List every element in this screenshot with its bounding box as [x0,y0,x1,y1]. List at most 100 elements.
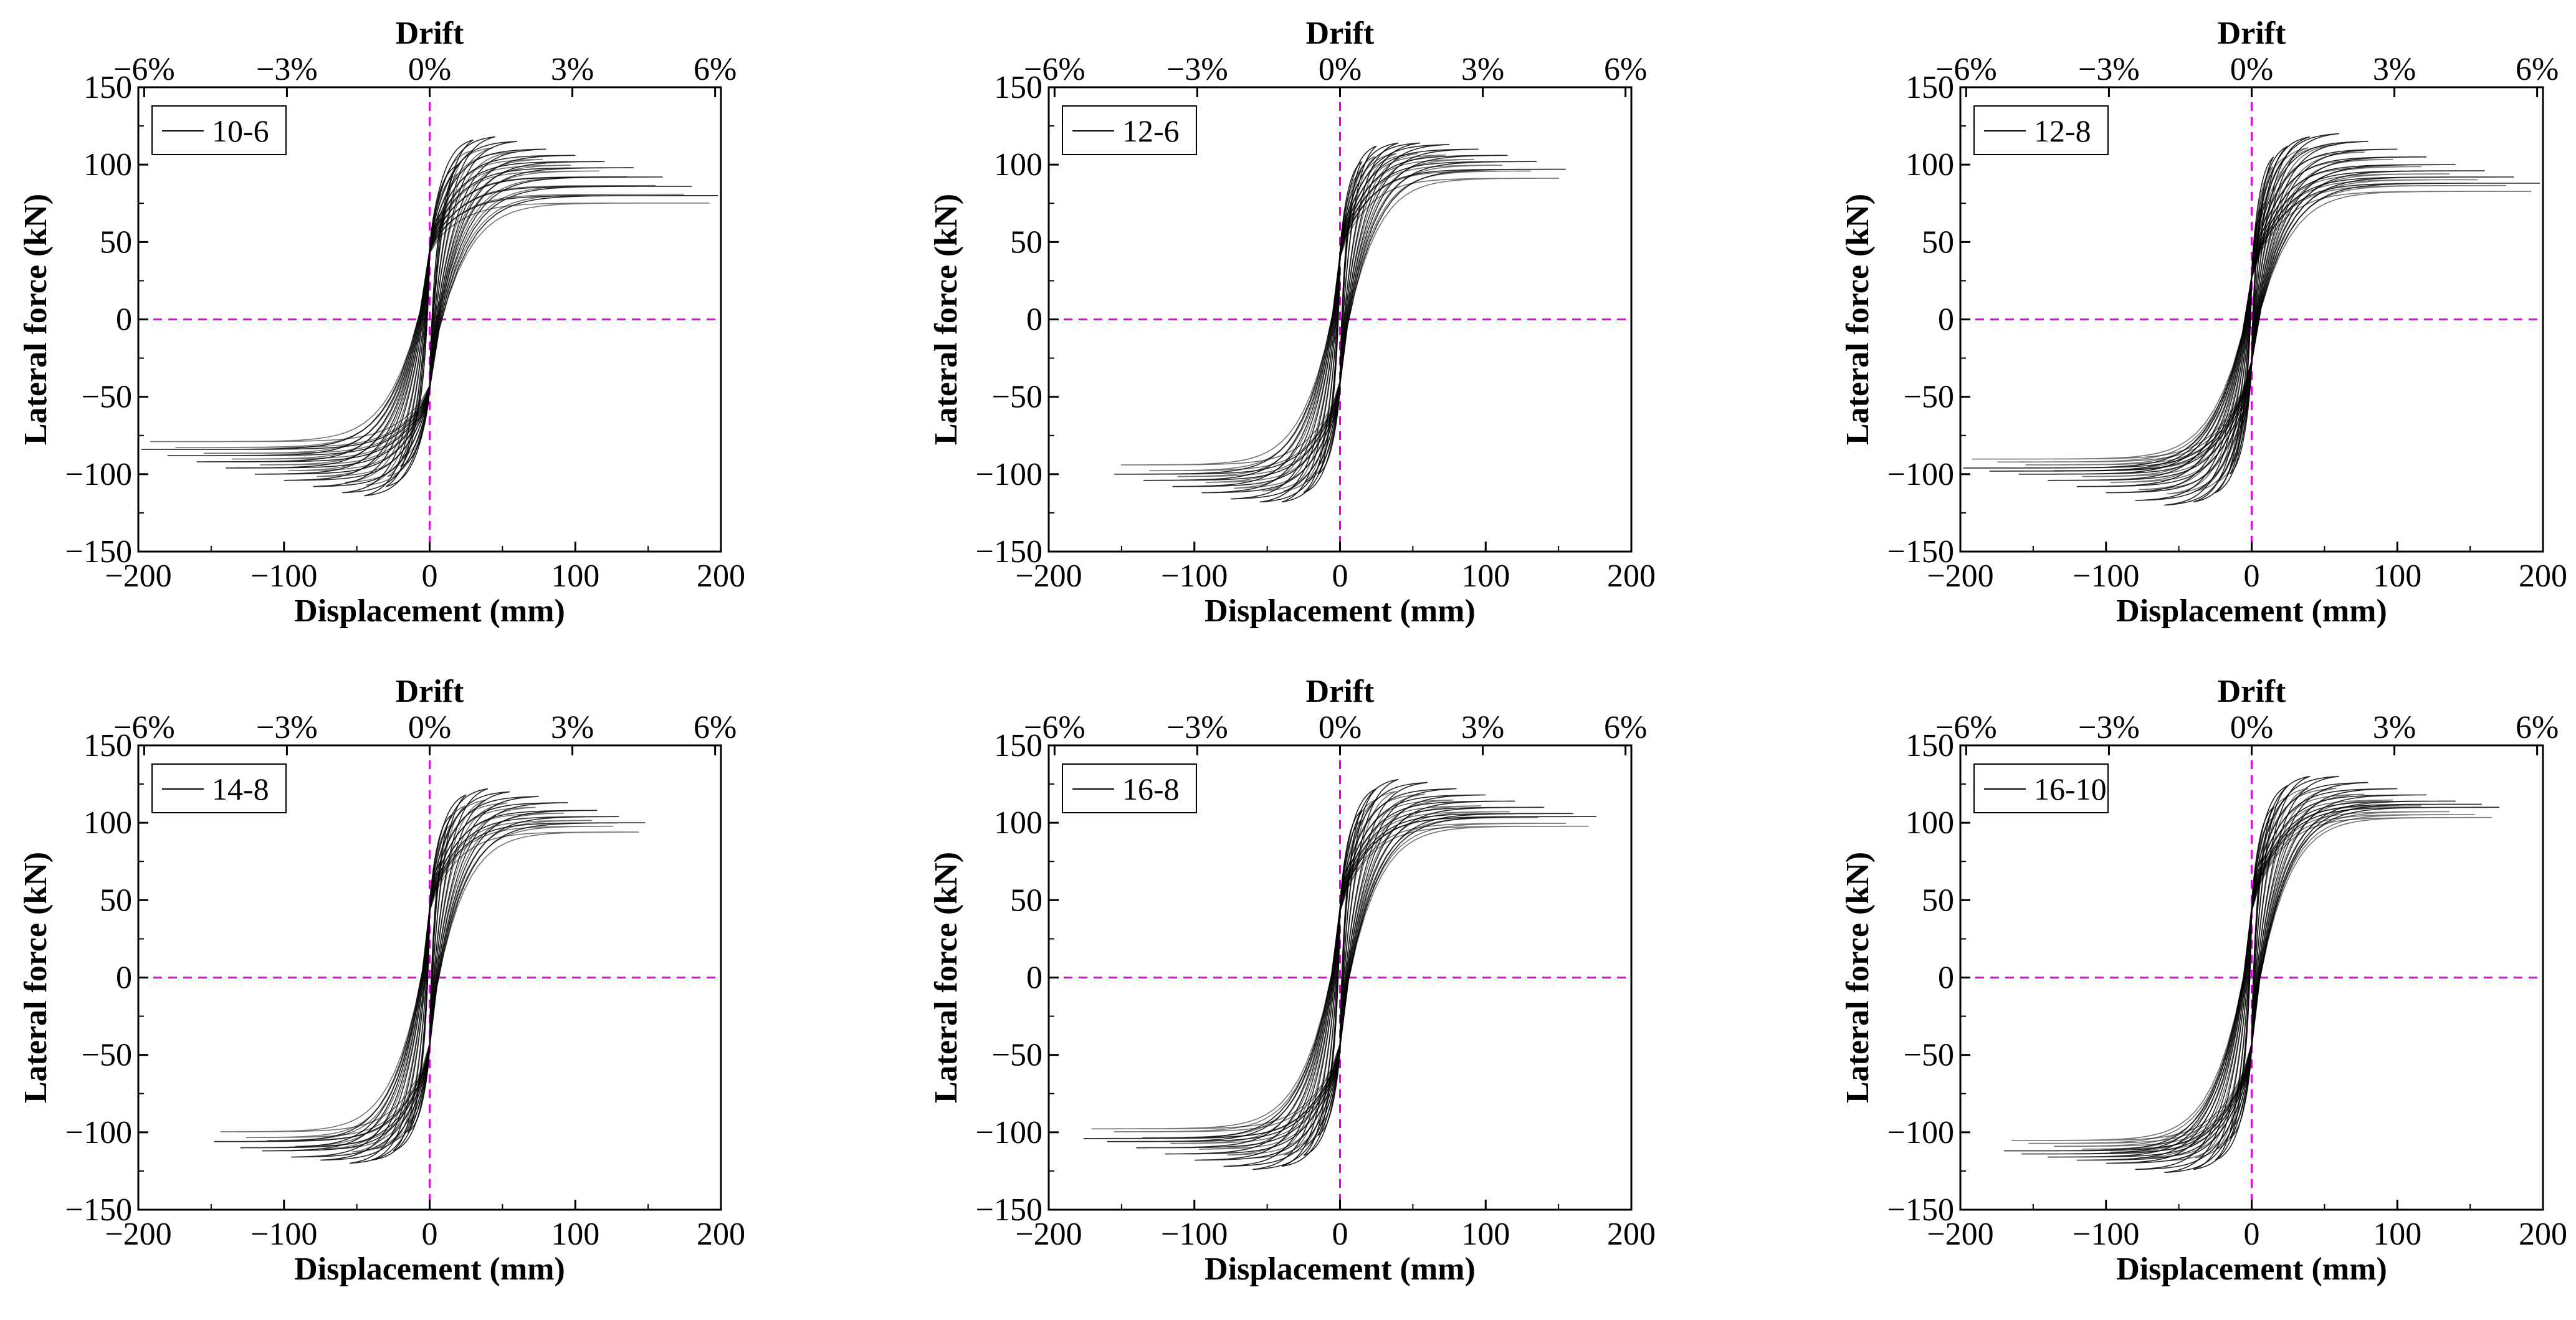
hysteresis-loop [262,810,598,1152]
x-tick-label: 200 [1607,558,1656,594]
y-axis-title: Lateral force (kN) [1840,852,1876,1103]
top-axis-title: Drift [2218,16,2286,51]
legend-label: 12-8 [2034,113,2091,148]
hysteresis-loop [1149,170,1531,472]
hysteresis-loop [2077,794,2426,1161]
top-axis-title: Drift [2218,674,2286,709]
top-tick-label: −3% [2078,710,2140,745]
hysteresis-loop [1114,168,1566,475]
top-tick-label: 3% [2373,52,2416,87]
x-axis-title: Displacement (mm) [1205,1251,1476,1287]
hysteresis-loop [284,155,576,481]
y-tick-label: −50 [1904,380,1954,415]
chart-panel-12-8: −200 −100 0 100 200 −150 −100 −50 0 50 100 150−6% −3… [1840,16,2567,629]
chart-panel-16-10: −200 −100 0 100 200 −150 −100 −50 0 50 100 150−6% −3… [1840,674,2567,1287]
y-tick-label: −100 [65,1115,132,1150]
hysteresis-loop [2054,173,2450,472]
hysteresis-loop [167,186,692,456]
x-tick-label: 0 [1332,558,1348,594]
hysteresis-series [1114,142,1566,503]
x-tick-label: 200 [697,558,745,594]
y-tick-label: 50 [100,882,132,918]
y-tick-label: 150 [1906,70,1954,105]
legend: 16-10 [1973,763,2109,813]
top-tick-label: 0% [2230,52,2273,87]
top-axis-title: Drift [1306,16,1375,51]
y-axis-title: Lateral force (kN) [1840,194,1876,445]
y-tick-label: −50 [82,380,132,415]
hysteresis-loop [150,203,710,442]
hysteresis-loop [1989,176,2514,472]
top-tick-label: 3% [2373,710,2416,745]
y-tick-label: −100 [1887,457,1954,492]
hysteresis-loop [1091,825,1589,1130]
top-axis-title: Drift [1306,674,1375,709]
legend: 10-6 [151,105,287,155]
top-tick-label: −6% [1024,710,1085,745]
y-axis-title: Lateral force (kN) [18,852,54,1103]
x-tick-label: 100 [2373,558,2421,594]
top-tick-label: 3% [551,52,594,87]
hysteresis-loop [2135,141,2368,501]
x-tick-label: −100 [250,558,317,594]
x-tick-label: 0 [2244,558,2260,594]
x-tick-label: 0 [1332,1217,1348,1252]
hysteresis-loop [1283,153,1397,492]
top-tick-label: −3% [256,52,318,87]
x-axis-title: Displacement (mm) [294,593,565,629]
hysteresis-loop [1107,813,1573,1142]
hysteresis-loop [267,820,593,1141]
y-tick-label: −150 [1887,1192,1954,1228]
x-tick-label: −100 [1161,558,1228,594]
hysteresis-loop [323,806,536,1150]
y-tick-label: 150 [994,728,1042,763]
legend-label: 14-8 [212,772,269,806]
legend-label: 10-6 [212,113,269,148]
top-tick-label: 6% [1604,710,1647,745]
hysteresis-series [1084,778,1596,1170]
hysteresis-loop [295,812,564,1147]
hysteresis-loop [1114,823,1567,1132]
top-tick-label: −3% [1166,52,1228,87]
x-tick-label: 100 [551,558,599,594]
hysteresis-loop [220,831,639,1132]
y-tick-label: 100 [83,147,132,183]
hysteresis-loop [2167,144,2337,495]
chart-panel-10-6: −200 −100 0 100 200 −150 −100 −50 0 50 100 150−6% −3… [18,16,745,629]
legend: 16-8 [1062,763,1197,813]
x-tick-label: −100 [2073,1217,2139,1252]
y-tick-label: −100 [976,457,1042,492]
hysteresis-loop [1259,142,1421,503]
hysteresis-loop [2082,805,2421,1150]
hysteresis-loop [1143,161,1537,481]
hysteresis-loop [320,796,539,1161]
x-axis-title: Displacement (mm) [294,1251,565,1287]
x-tick-label: −100 [1161,1217,1228,1252]
top-tick-label: −6% [1935,52,1997,87]
x-axis-title: Displacement (mm) [1205,593,1476,629]
y-tick-label: 0 [116,960,132,996]
hysteresis-loop [2106,148,2398,494]
hysteresis-loop [2076,156,2426,487]
y-tick-label: 0 [1026,960,1042,996]
y-tick-label: −100 [976,1115,1042,1150]
top-tick-label: 0% [1319,710,1362,745]
top-tick-label: −6% [1935,710,1997,745]
x-tick-label: −100 [2073,558,2139,594]
x-tick-label: 100 [2373,1217,2421,1252]
legend: 12-8 [1973,105,2109,155]
y-tick-label: 0 [1938,302,1954,338]
hysteresis-loop [2004,806,2499,1152]
top-tick-label: 6% [1604,52,1647,87]
y-tick-label: 100 [994,147,1042,183]
y-axis-title: Lateral force (kN) [18,194,54,445]
y-tick-label: 50 [1922,882,1954,918]
hysteresis-loop [1972,191,2532,460]
hysteresis-loop [2139,151,2365,490]
x-tick-label: 0 [2244,1217,2260,1252]
x-tick-label: −200 [105,558,171,594]
x-tick-label: 200 [2519,1217,2567,1252]
chart-panel-14-8: −200 −100 0 100 200 −150 −100 −50 0 50 100 150−6% −3… [18,674,745,1287]
y-tick-label: 0 [116,302,132,338]
hysteresis-loop [260,170,599,466]
